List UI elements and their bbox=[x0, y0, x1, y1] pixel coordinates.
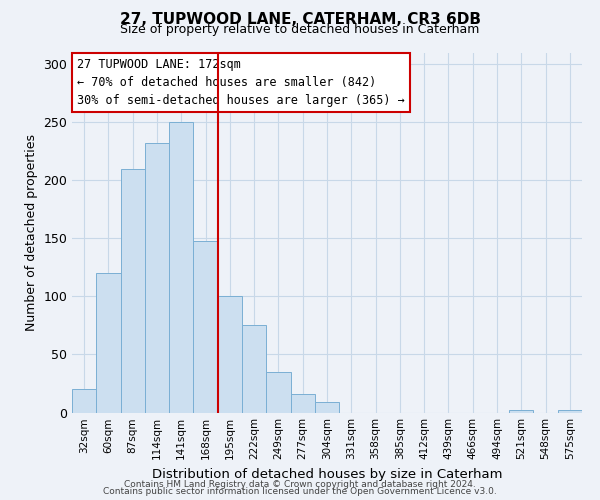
Bar bbox=[96, 273, 121, 412]
Bar bbox=[509, 410, 533, 412]
Bar bbox=[169, 122, 193, 412]
Bar bbox=[315, 402, 339, 412]
Bar bbox=[72, 390, 96, 412]
Text: Size of property relative to detached houses in Caterham: Size of property relative to detached ho… bbox=[121, 22, 479, 36]
Text: Contains HM Land Registry data © Crown copyright and database right 2024.: Contains HM Land Registry data © Crown c… bbox=[124, 480, 476, 489]
X-axis label: Distribution of detached houses by size in Caterham: Distribution of detached houses by size … bbox=[152, 468, 502, 481]
Bar bbox=[266, 372, 290, 412]
Bar bbox=[242, 326, 266, 412]
Bar bbox=[218, 296, 242, 412]
Text: 27 TUPWOOD LANE: 172sqm
← 70% of detached houses are smaller (842)
30% of semi-d: 27 TUPWOOD LANE: 172sqm ← 70% of detache… bbox=[77, 58, 405, 107]
Bar bbox=[290, 394, 315, 412]
Text: Contains public sector information licensed under the Open Government Licence v3: Contains public sector information licen… bbox=[103, 487, 497, 496]
Bar bbox=[145, 143, 169, 412]
Bar bbox=[193, 240, 218, 412]
Bar bbox=[558, 410, 582, 412]
Text: 27, TUPWOOD LANE, CATERHAM, CR3 6DB: 27, TUPWOOD LANE, CATERHAM, CR3 6DB bbox=[119, 12, 481, 28]
Bar bbox=[121, 168, 145, 412]
Y-axis label: Number of detached properties: Number of detached properties bbox=[25, 134, 38, 331]
